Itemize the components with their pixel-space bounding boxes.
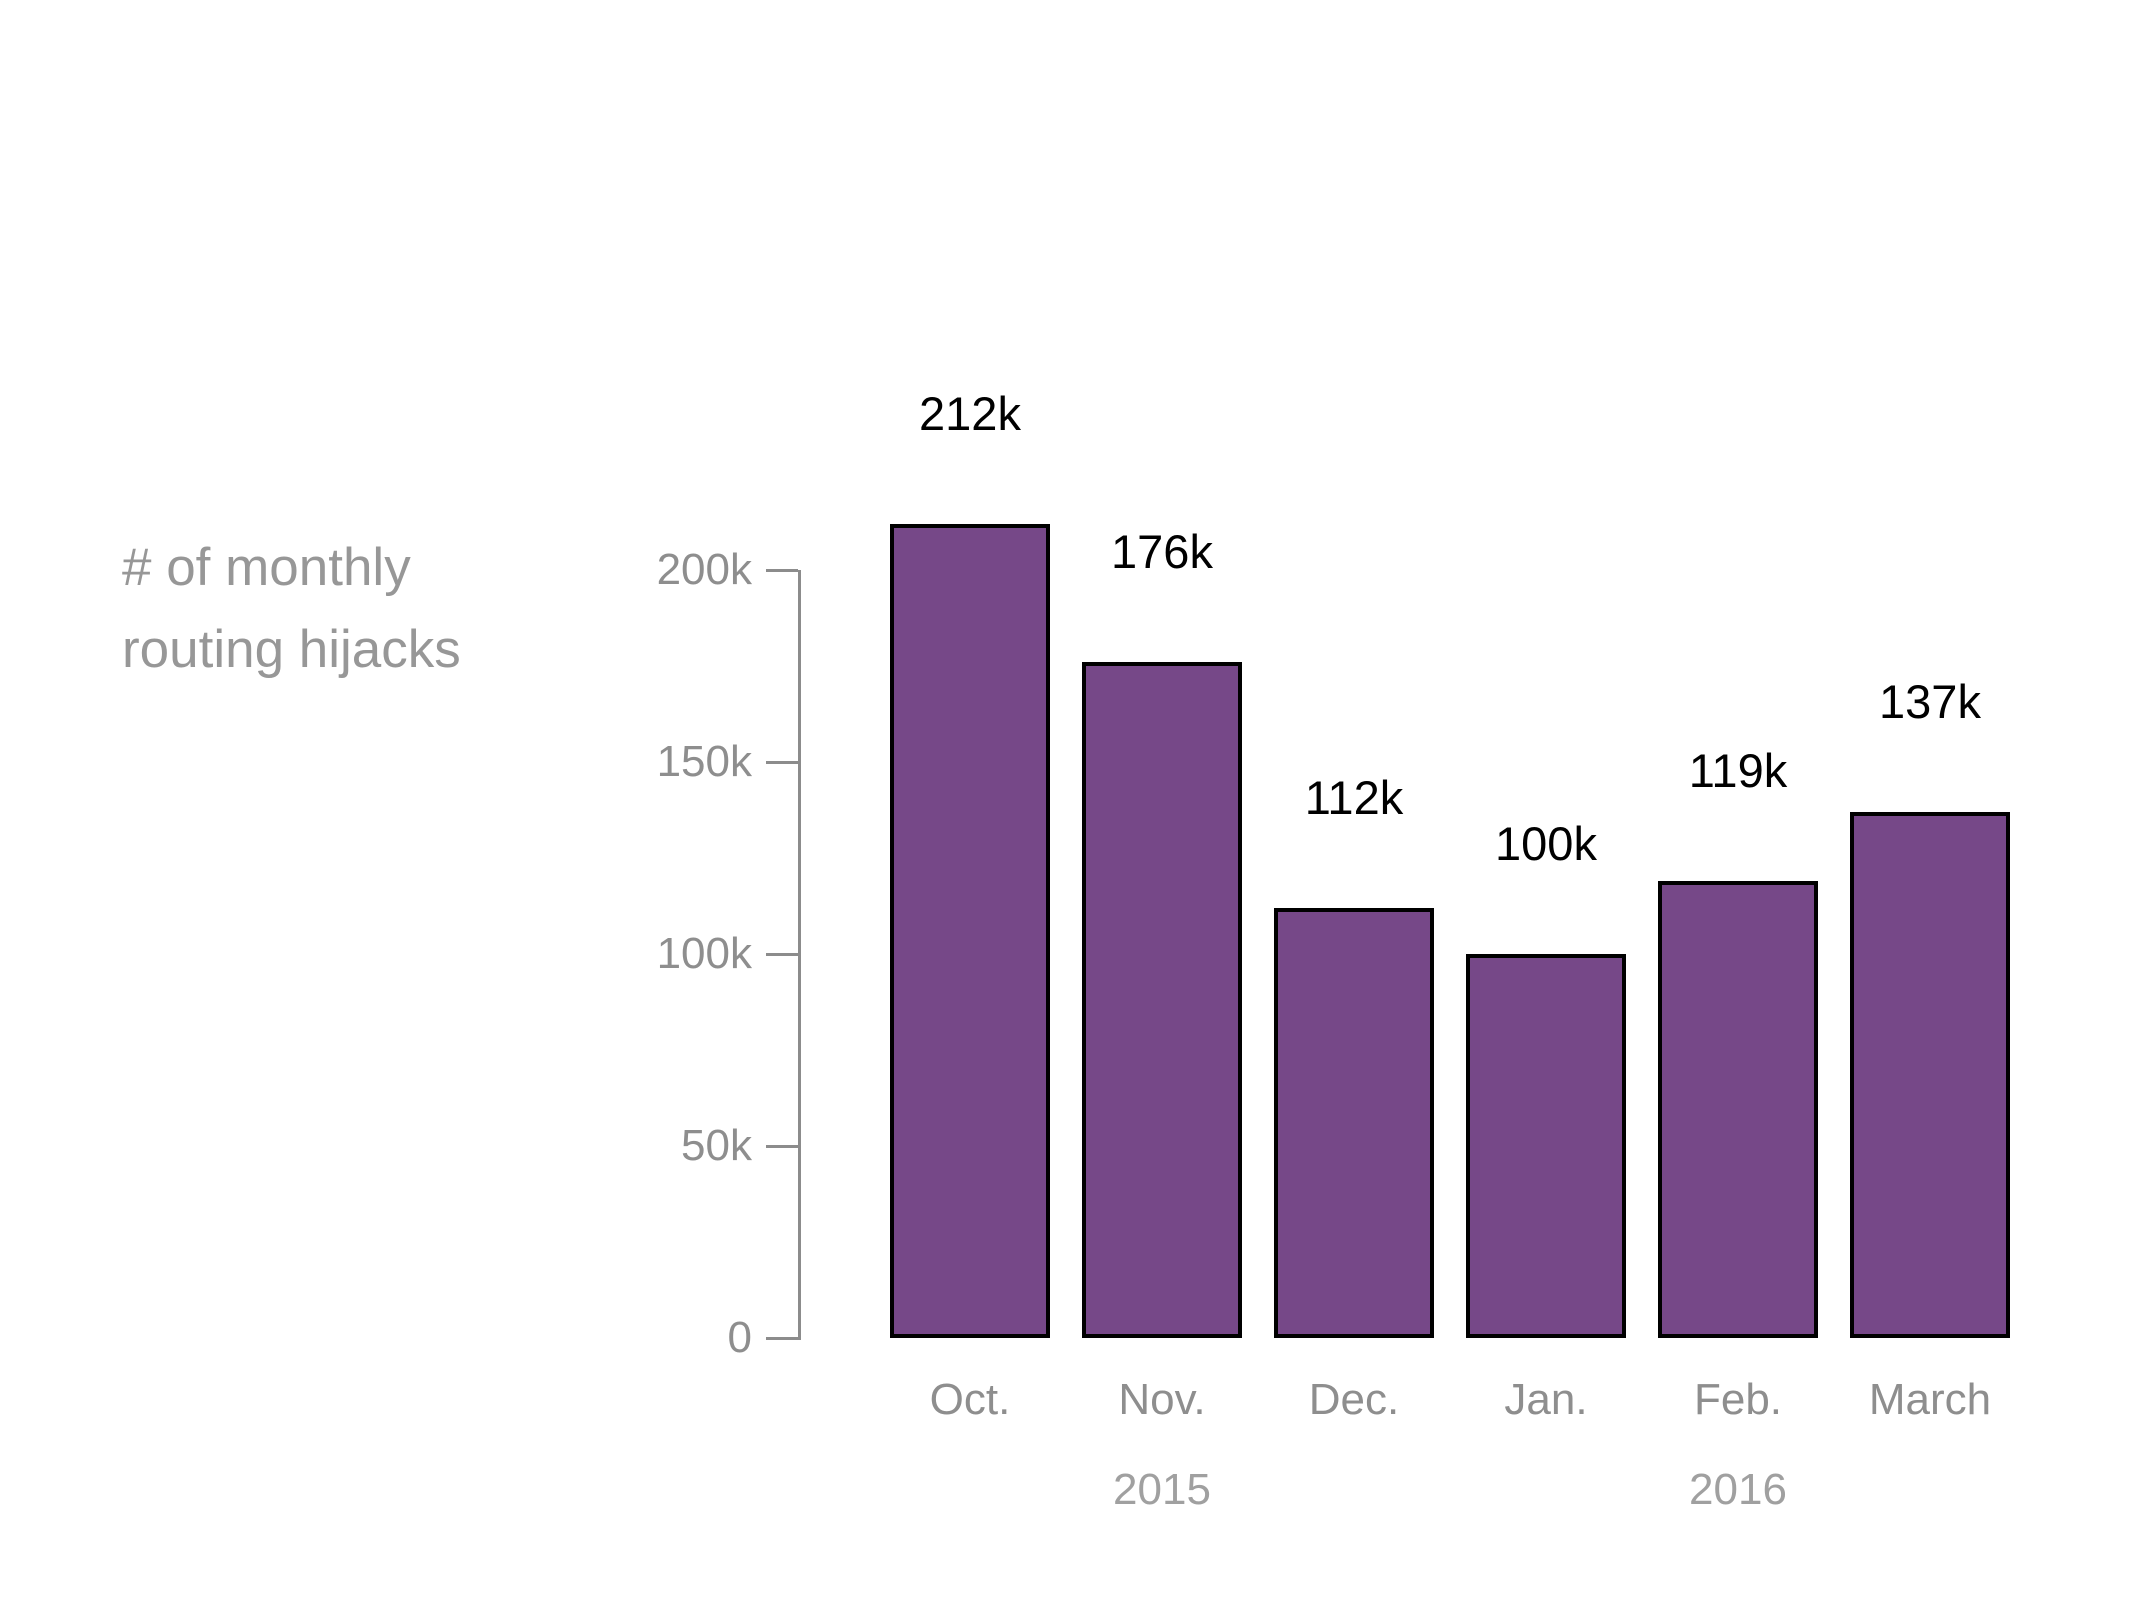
chart-title-line-2: routing hijacks (122, 620, 461, 679)
bar-value-label: 176k (1111, 525, 1213, 579)
year-label: 2016 (1689, 1465, 1787, 1514)
y-axis-tick (766, 760, 798, 764)
y-axis-tick-label: 100k (656, 929, 752, 978)
x-axis-label: Dec. (1308, 1375, 1400, 1424)
bar-nov (1082, 662, 1242, 1338)
x-axis-label: Oct. (929, 1375, 1011, 1424)
chart-title-line-1: # of monthly (122, 538, 411, 597)
y-axis-tick (766, 568, 798, 572)
bar-march (1850, 811, 2010, 1338)
year-label: 2015 (1113, 1465, 1211, 1514)
bar-jan (1466, 954, 1626, 1338)
bar-feb (1658, 881, 1818, 1338)
x-axis-label: March (1868, 1375, 1992, 1424)
x-axis-label: Nov. (1118, 1375, 1206, 1424)
y-axis-tick (766, 1336, 798, 1340)
y-axis-tick (766, 1144, 798, 1148)
bar-value-label: 119k (1688, 744, 1788, 798)
y-axis-tick-label: 150k (656, 737, 752, 786)
bar-value-label: 137k (1879, 674, 1981, 728)
x-axis-label: Jan. (1504, 1375, 1588, 1424)
bar-value-label: 112k (1304, 770, 1404, 824)
y-axis-tick-label: 50k (681, 1121, 752, 1170)
bar-value-label: 100k (1495, 817, 1597, 870)
bar-value-label: 212k (919, 386, 1021, 440)
chart-title: # of monthly routing hijacks (122, 527, 461, 691)
y-axis-line (798, 570, 801, 1340)
bar-dec (1274, 907, 1434, 1338)
bar-oct (890, 523, 1050, 1338)
y-axis-tick (766, 952, 798, 956)
y-axis-tick-label: 0 (727, 1313, 752, 1362)
y-axis-tick-label: 200k (656, 545, 752, 594)
x-axis-label: Feb. (1693, 1375, 1783, 1424)
